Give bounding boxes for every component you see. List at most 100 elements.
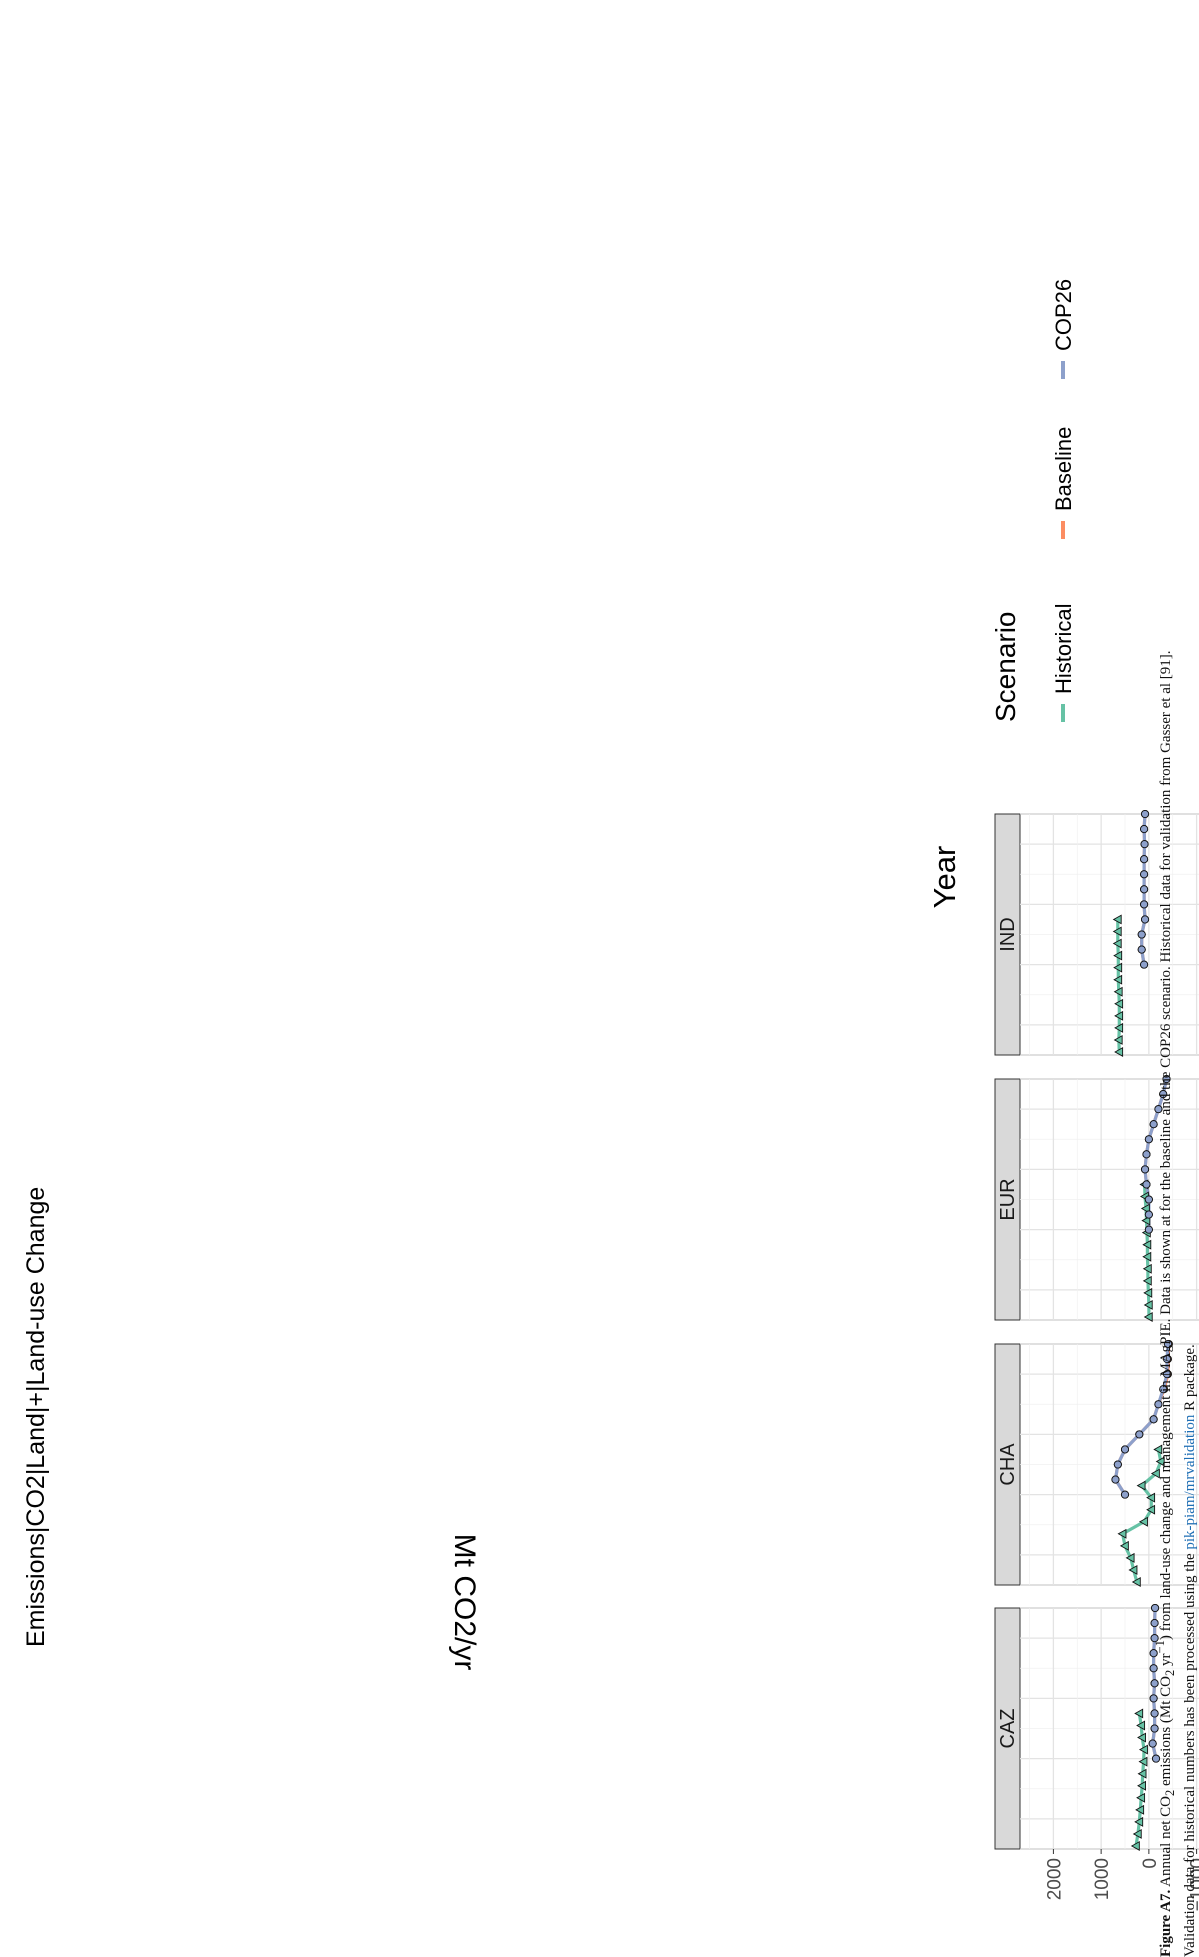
historical-point bbox=[1143, 1287, 1153, 1298]
cop26-point bbox=[1151, 1603, 1160, 1613]
historical-point bbox=[1117, 1528, 1127, 1539]
y-tick-label: 2000 bbox=[1044, 1858, 1065, 1900]
cop26-point bbox=[1120, 1445, 1130, 1454]
historical-point bbox=[1125, 1552, 1135, 1563]
facet-panel-caz: CAZ bbox=[994, 1603, 1199, 1851]
facet-label: EUR bbox=[997, 1178, 1019, 1220]
historical-point bbox=[1142, 1251, 1152, 1262]
cop26-point bbox=[1148, 1739, 1157, 1748]
facet-panel-cha: CHA bbox=[994, 1339, 1199, 1587]
cop26-point bbox=[1142, 1150, 1151, 1159]
cop26-point bbox=[1140, 1165, 1150, 1174]
historical-point bbox=[1142, 1263, 1152, 1274]
cop26-point bbox=[1140, 870, 1149, 879]
cop26-point bbox=[1149, 1415, 1158, 1424]
cop26-point bbox=[1159, 1385, 1168, 1394]
cop26-point bbox=[1154, 1400, 1163, 1409]
historical-point bbox=[1143, 1299, 1153, 1310]
cop26-point bbox=[1162, 1370, 1172, 1379]
historical-point bbox=[1114, 1010, 1124, 1021]
historical-point bbox=[1134, 1816, 1144, 1827]
facet-label: IND bbox=[997, 917, 1019, 951]
historical-point bbox=[1131, 1577, 1141, 1587]
historical-point bbox=[1137, 1780, 1146, 1791]
cop26-point bbox=[1162, 1074, 1171, 1084]
cop26-point bbox=[1142, 1180, 1151, 1189]
facet-panel-ind: IND bbox=[994, 809, 1199, 1057]
cop26-point bbox=[1137, 945, 1146, 954]
facet-panel-eur: EUR bbox=[994, 1074, 1199, 1322]
cop26-point bbox=[1113, 1460, 1122, 1469]
facet-label: CAZ bbox=[997, 1709, 1019, 1749]
historical-point bbox=[1132, 1828, 1142, 1839]
historical-point bbox=[1146, 1492, 1156, 1503]
y-tick-label: −1000 bbox=[1188, 1858, 1199, 1911]
historical-point bbox=[1112, 914, 1122, 925]
cop26-point bbox=[1140, 915, 1150, 924]
cop26-point bbox=[1140, 885, 1149, 894]
legend-scenario-label: Historical bbox=[1051, 604, 1076, 694]
historical-point bbox=[1137, 1732, 1146, 1743]
historical-point bbox=[1113, 974, 1123, 985]
cop26-point bbox=[1144, 1225, 1153, 1234]
cop26-point bbox=[1144, 1195, 1153, 1204]
cop26-point bbox=[1150, 1709, 1159, 1718]
legend-scenario-label: Baseline bbox=[1051, 427, 1076, 511]
historical-point bbox=[1136, 1720, 1146, 1731]
legend-scenario-title: Scenario bbox=[990, 611, 1021, 722]
historical-point bbox=[1113, 950, 1123, 961]
historical-point bbox=[1140, 1203, 1150, 1214]
cop26-point bbox=[1144, 1210, 1153, 1219]
historical-point bbox=[1114, 1047, 1124, 1057]
legend-scenario-label: COP26 bbox=[1051, 279, 1076, 351]
historical-point bbox=[1114, 1022, 1124, 1033]
cop26-point bbox=[1149, 1649, 1158, 1658]
historical-point bbox=[1153, 1444, 1163, 1455]
cop26-point bbox=[1149, 1664, 1158, 1673]
y-tick-labels: 200010000−1000200010000−1000200010000−10… bbox=[1044, 1849, 1199, 1911]
cop26-point bbox=[1149, 1694, 1158, 1703]
y-axis-label: Mt CO2/yr bbox=[448, 1534, 481, 1671]
facet-label: CHA bbox=[997, 1443, 1019, 1486]
cop26-point bbox=[1150, 1634, 1159, 1643]
historical-point bbox=[1135, 1804, 1145, 1815]
historical-point bbox=[1136, 1480, 1146, 1491]
historical-point bbox=[1138, 1744, 1148, 1755]
cop26-point bbox=[1150, 1679, 1159, 1688]
cop26-point bbox=[1135, 1430, 1144, 1439]
cop26-point bbox=[1149, 1120, 1158, 1129]
historical-point bbox=[1113, 986, 1123, 997]
historical-point bbox=[1114, 998, 1124, 1009]
cop26-point bbox=[1150, 1619, 1159, 1628]
legend: ModelMAgPIEGasser et al. 2020ScenarioHis… bbox=[990, 279, 1076, 722]
cop26-point bbox=[1120, 1490, 1130, 1499]
y-tick-label: 0 bbox=[1140, 1858, 1161, 1869]
historical-point bbox=[1113, 962, 1123, 973]
historical-point bbox=[1142, 1239, 1152, 1250]
rotated-figure-group: Emissions|CO2|Land|+|Land-use Change Mt … bbox=[22, 279, 1199, 1911]
chart-title: Emissions|CO2|Land|+|Land-use Change bbox=[22, 1187, 50, 1647]
cop26-point bbox=[1111, 1475, 1120, 1484]
y-tick-label: 1000 bbox=[1092, 1858, 1113, 1900]
historical-point bbox=[1112, 926, 1122, 937]
cop26-point bbox=[1140, 825, 1149, 834]
historical-point bbox=[1112, 938, 1122, 949]
cop26-point bbox=[1159, 1090, 1168, 1099]
historical-point bbox=[1138, 1756, 1148, 1767]
cop26-point bbox=[1140, 900, 1149, 909]
historical-point bbox=[1134, 1708, 1144, 1719]
historical-point bbox=[1136, 1792, 1146, 1803]
historical-point bbox=[1137, 1768, 1147, 1779]
cop26-point bbox=[1144, 1135, 1153, 1144]
historical-series-line bbox=[1116, 917, 1121, 1054]
cop26-point bbox=[1137, 930, 1146, 939]
historical-point bbox=[1150, 1468, 1160, 1479]
historical-point bbox=[1146, 1504, 1156, 1515]
cop26-point bbox=[1140, 960, 1149, 969]
historical-point bbox=[1138, 1516, 1148, 1527]
cop26-point bbox=[1140, 809, 1150, 819]
cop26-point bbox=[1140, 855, 1149, 864]
historical-point bbox=[1113, 1034, 1123, 1045]
cop26-point bbox=[1140, 840, 1149, 849]
